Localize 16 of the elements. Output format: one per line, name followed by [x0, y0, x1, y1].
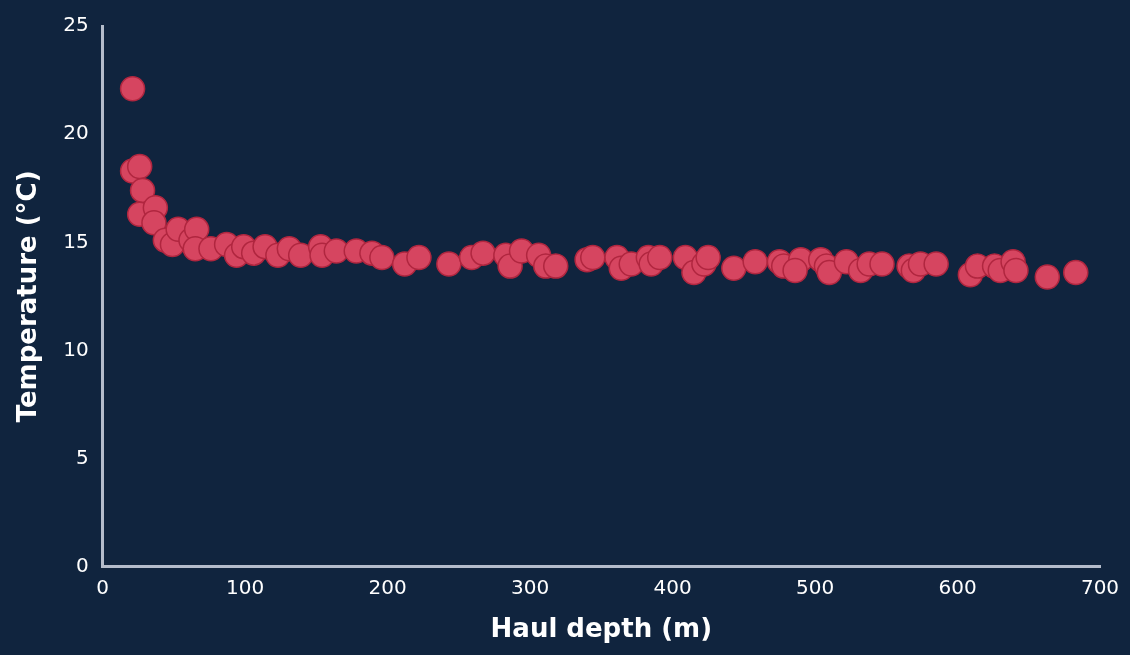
x-tick-label: 700: [1080, 575, 1120, 599]
x-axis-title: Haul depth (m): [490, 613, 713, 644]
y-tick-label: 20: [63, 120, 89, 145]
x-tick-label: 500: [795, 575, 835, 599]
y-tick-label: 5: [75, 444, 89, 469]
y-tick-label: 25: [63, 12, 89, 37]
x-tick-label: 200: [368, 575, 407, 599]
x-tick-label: 0: [96, 575, 110, 599]
y-tick-label: 15: [63, 228, 89, 253]
x-tick-label: 300: [510, 575, 550, 599]
x-tick-label: 400: [653, 575, 692, 599]
y-axis-title: Temperature (°C): [12, 170, 43, 423]
x-tick-label: 600: [938, 575, 977, 599]
y-tick-label: 0: [75, 553, 89, 577]
x-tick-label: 100: [226, 575, 265, 599]
y-tick-label: 10: [63, 336, 89, 361]
